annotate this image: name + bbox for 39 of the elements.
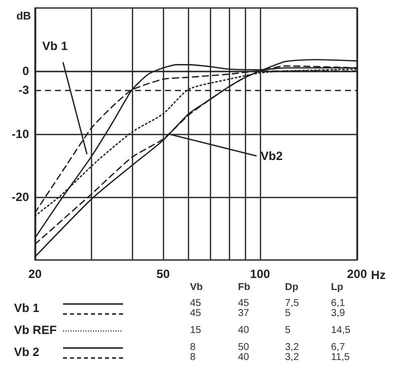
text: Dp: [285, 282, 298, 293]
text: 37: [238, 308, 250, 319]
y-tick-label: -10: [12, 127, 30, 141]
text: 5: [285, 325, 291, 336]
text: 6,1: [331, 298, 345, 309]
text: 45: [190, 308, 202, 319]
text: 3,9: [331, 308, 345, 319]
text: 15: [190, 325, 202, 336]
text: Vb: [190, 282, 203, 293]
text: 14,5: [331, 325, 350, 336]
y-tick-label: 0: [22, 64, 30, 78]
text: 8: [190, 352, 196, 363]
text: 3,2: [285, 342, 299, 353]
text: 3,2: [285, 352, 299, 363]
text: 45: [190, 298, 202, 309]
x-tick-label: 200: [346, 267, 368, 281]
text: 7,5: [285, 298, 299, 309]
text: 40: [238, 352, 250, 363]
ref-line-label: -3: [18, 82, 30, 97]
x-tick-label: 20: [28, 267, 42, 281]
x-tick-label: 100: [250, 267, 270, 281]
text: 5: [285, 308, 291, 319]
text: 8: [190, 342, 196, 353]
text: Fb: [238, 282, 250, 293]
text: 11,5: [331, 352, 350, 363]
legend-label: Vb 1: [14, 301, 40, 315]
text: 50: [238, 342, 250, 353]
text: Lp: [331, 282, 344, 293]
y-axis-title: dB: [16, 10, 32, 22]
annotation: Vb2: [260, 149, 283, 163]
text: 6,7: [331, 342, 345, 353]
legend-label: Vb REF: [14, 323, 57, 337]
x-tick-label: 50: [156, 267, 170, 281]
y-tick-label: -20: [12, 190, 30, 204]
x-axis-title: Hz: [371, 268, 386, 282]
legend-label: Vb 2: [14, 345, 40, 359]
text: 40: [238, 325, 250, 336]
text: 45: [238, 298, 250, 309]
annotation: Vb 1: [42, 39, 68, 54]
